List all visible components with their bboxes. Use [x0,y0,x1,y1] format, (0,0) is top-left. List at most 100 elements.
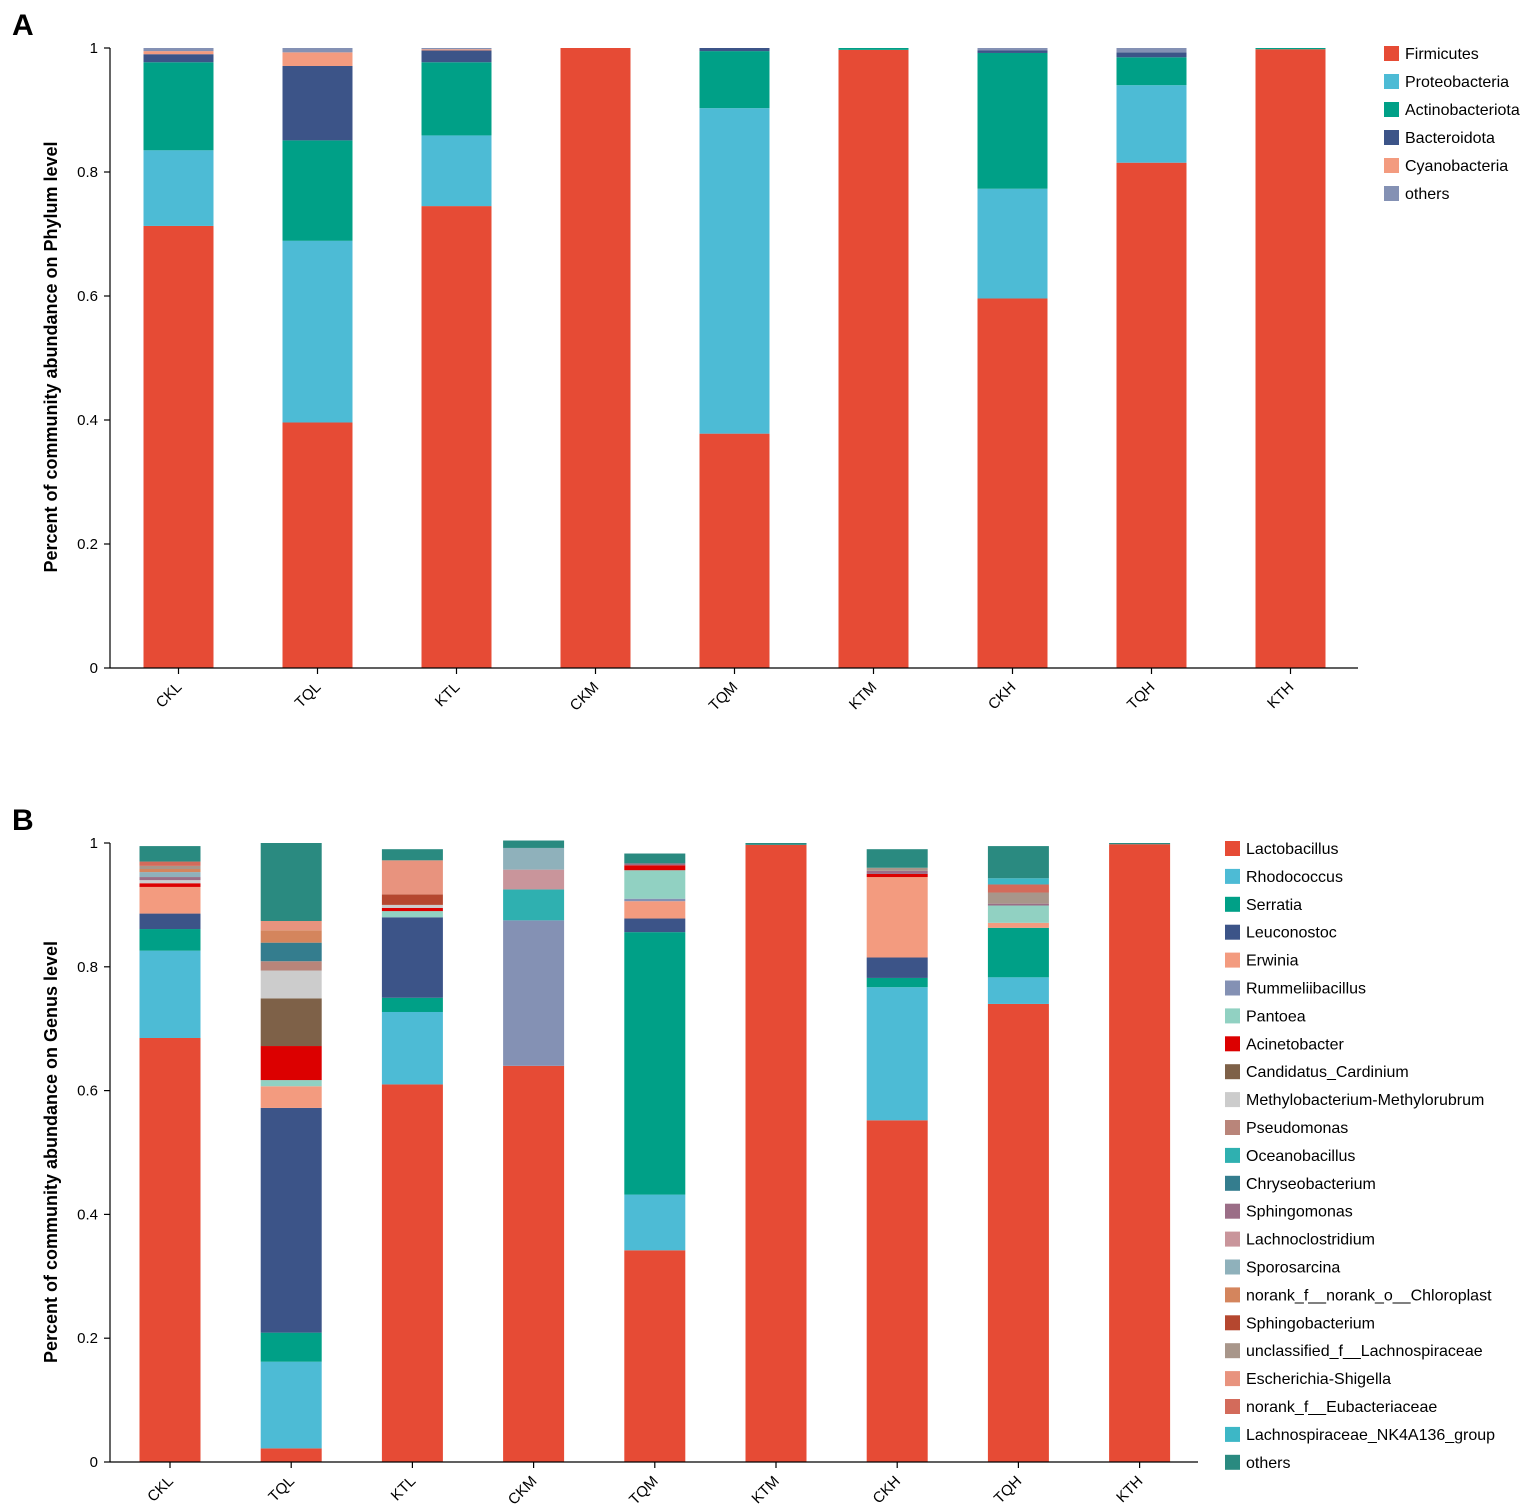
genus-bar-ckm-lachnoclostridium [503,869,565,890]
genus-bar-tql-acinetobacter [260,1046,322,1081]
genus-legend-swatch-leuconostoc [1225,924,1240,940]
genus-legend-swatch-erwinia [1225,952,1240,968]
genus-x-tick-label-ktm: KTM [748,1473,782,1507]
genus-bar-ckl-rhodococcus [139,950,201,1038]
genus-bar-ckh-acinetobacter [866,873,928,878]
phylum-y-tick-label: 0.8 [77,164,98,181]
phylum-y-axis-label: Percent of community abundance on Phylum… [41,141,61,572]
genus-bar-ckl-others [139,846,201,862]
genus-legend-label-leuconostoc: Leuconostoc [1246,925,1337,942]
genus-legend-label-methylobacterium-methylorubrum: Methylobacterium-Methylorubrum [1246,1092,1484,1109]
phylum-bar-tql-proteobacteria [282,240,353,423]
genus-legend: Lactobacillus Rhodococcus Serratia Leuconos… [1225,841,1495,1472]
phylum-bar-ckh-actinobacteriota [977,52,1048,189]
phylum-bar-tqh-proteobacteria [1116,85,1187,163]
genus-legend-label-norank-f-norank-o-chloroplast: norank_f__norank_o__Chloroplast [1246,1287,1492,1304]
genus-legend-swatch-lachnoclostridium [1225,1231,1240,1247]
genus-legend-swatch-norank-f-norank-o-chloroplast [1225,1287,1240,1303]
genus-bar-tql-others [260,843,322,921]
genus-bar-tqh-erwinia [987,922,1049,928]
phylum-bar-ckl-bacteroidota [143,54,214,63]
genus-bar-ckl-serratia [139,929,201,951]
phylum-bar-ktm-firmicutes [838,49,909,669]
genus-bar-tql-escherichia-shigella [260,920,322,931]
genus-legend-label-acinetobacter: Acinetobacter [1246,1036,1345,1053]
phylum-bar-ckh-others [977,48,1048,51]
genus-bar-ktm-lactobacillus [745,844,807,1462]
phylum-legend-label-proteobacteria: Proteobacteria [1405,74,1509,91]
phylum-bar-ckh-firmicutes [977,298,1048,668]
genus-legend-label-candidatus-cardinium: Candidatus_Cardinium [1246,1064,1409,1081]
phylum-bar-tql-cyanobacteria [282,52,353,66]
phylum-x-tick-label-ckh: CKH [985,679,1019,713]
genus-bar-tql-candidatus-cardinium [260,998,322,1047]
phylum-bar-tqm-firmicutes [699,433,770,668]
genus-bar-ckl-lactobacillus [139,1037,201,1462]
phylum-legend-swatch-others [1384,186,1399,201]
phylum-x-tick-label-ktm: KTM [846,679,880,713]
genus-bar-ckl-sporosarcina [139,872,201,878]
genus-legend-label-pantoea: Pantoea [1246,1008,1306,1025]
phylum-bar-ktl-firmicutes [421,206,492,668]
genus-legend-swatch-serratia [1225,896,1240,912]
genus-bar-ckl-leuconostoc [139,913,201,930]
phylum-bar-ktl-cyanobacteria [421,49,492,51]
genus-legend-swatch-lachnospiraceae-nk4a136-group [1225,1426,1240,1442]
phylum-x-tick-label-tqh: TQH [1124,679,1158,713]
phylum-legend-label-bacteroidota: Bacteroidota [1405,130,1495,147]
phylum-y-tick-label: 0.4 [77,412,98,429]
phylum-bar-tqm-actinobacteriota [699,51,770,109]
genus-bar-tqm-rummeliibacillus [624,898,686,902]
genus-bar-ktl-rhodococcus [381,1011,443,1085]
genus-legend-swatch-acinetobacter [1225,1036,1240,1052]
panel-label-a: A [12,9,34,42]
genus-bar-ckm-rummeliibacillus [503,920,565,1066]
phylum-bar-tql-firmicutes [282,422,353,668]
genus-chart-panel: B Percent of community abundance on Genu… [12,804,1495,1508]
panel-label-b: B [12,804,34,837]
genus-bar-ktl-methylobacterium-methylorubrum [381,904,443,908]
genus-bar-ckm-sporosarcina [503,847,565,870]
phylum-bar-tql-bacteroidota [282,65,353,141]
genus-bar-tqm-lactobacillus [624,1250,686,1462]
phylum-y-ticks: 0 0.2 0.4 0.6 0.8 1 [77,40,110,677]
genus-legend-label-escherichia-shigella: Escherichia-Shigella [1246,1371,1391,1388]
phylum-bar-ckh-bacteroidota [977,50,1048,53]
genus-bar-ckl-acinetobacter [139,883,201,887]
genus-bar-ktl-acinetobacter [381,908,443,912]
genus-bar-ckh-erwinia [866,877,928,958]
genus-bar-ktm-others [745,843,807,845]
genus-bar-tqh-lachnospiraceae-nk4a136-group [987,878,1049,885]
genus-bar-ckh-serratia [866,977,928,988]
phylum-chart-panel: A Percent of community abundance on Phyl… [12,9,1520,714]
phylum-x-tick-label-tql: TQL [292,679,325,712]
genus-x-tick-label-ckl: CKL [144,1473,177,1506]
genus-bar-tqm-pantoea [624,870,686,899]
phylum-y-tick-label: 0.6 [77,288,98,305]
phylum-bar-tql-actinobacteriota [282,140,353,241]
genus-x-tick-label-ktl: KTL [388,1473,419,1504]
phylum-legend-swatch-cyanobacteria [1384,158,1399,173]
phylum-bar-ckl-proteobacteria [143,150,214,226]
phylum-bar-ktl-others [421,48,492,50]
genus-legend-swatch-chryseobacterium [1225,1175,1240,1191]
genus-legend-label-lachnoclostridium: Lachnoclostridium [1246,1232,1375,1249]
genus-bar-tqh-unclassified-f-lachnospiraceae [987,892,1049,904]
genus-bars [139,840,1171,1462]
genus-bar-tqh-rhodococcus [987,977,1049,1004]
genus-bar-ckh-unclassified-f-lachnospiraceae [866,867,928,871]
genus-legend-swatch-candidatus-cardinium [1225,1064,1240,1080]
phylum-bar-ckl-actinobacteriota [143,62,214,151]
phylum-bar-ckl-firmicutes [143,225,214,668]
genus-bar-ktl-leuconostoc [381,917,443,998]
genus-bar-tqm-others [624,853,686,864]
genus-bar-tqh-serratia [987,927,1049,978]
genus-y-tick-label: 0.4 [77,1206,98,1223]
phylum-bar-tql-others [282,48,353,53]
genus-y-tick-label: 0 [90,1454,98,1471]
phylum-bar-tqh-bacteroidota [1116,52,1187,58]
genus-y-tick-label: 0.2 [77,1330,98,1347]
genus-legend-swatch-sphingobacterium [1225,1315,1240,1331]
genus-bar-ckh-leuconostoc [866,957,928,978]
